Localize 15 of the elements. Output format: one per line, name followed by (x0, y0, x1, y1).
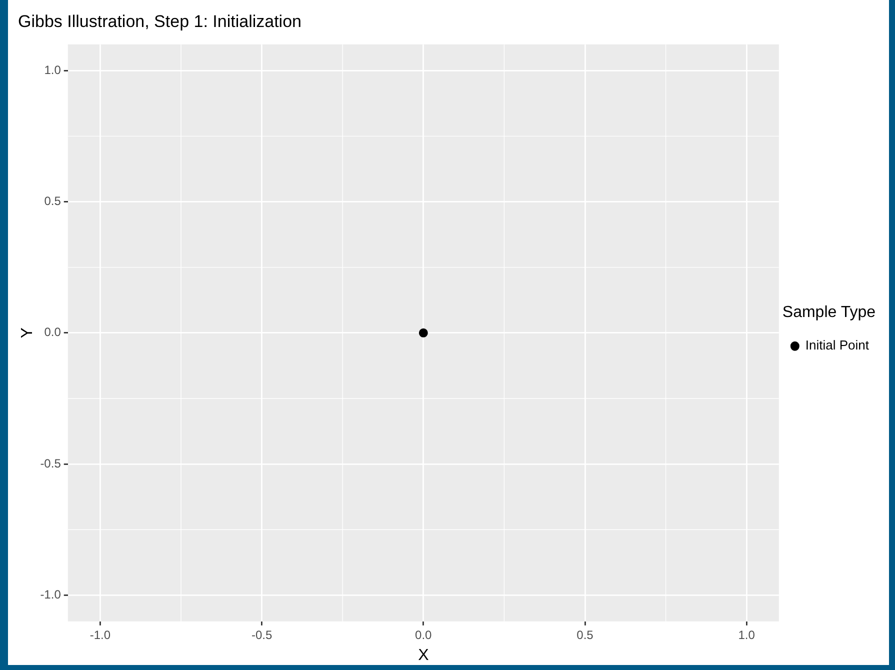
y-tick-label: -0.5 (40, 456, 62, 470)
y-tick-label: -1.0 (40, 587, 62, 602)
x-tick-label: 0.0 (415, 628, 432, 642)
y-tick-label: 0.0 (44, 325, 62, 340)
y-tick-label: 0.5 (44, 194, 62, 208)
x-tick-label: -1.0 (90, 628, 111, 642)
x-tick-label: -0.5 (251, 628, 272, 642)
legend-label: Initial Point (805, 338, 870, 353)
legend-title: Sample Type (782, 304, 876, 321)
x-tick-label: 1.0 (738, 628, 756, 642)
y-axis-title: Y (19, 327, 36, 338)
x-tick-label: 0.5 (576, 628, 594, 642)
chart-title: Gibbs Illustration, Step 1: Initialization (18, 12, 302, 31)
x-axis-title: X (418, 646, 430, 664)
y-tick-label: 1.0 (44, 62, 62, 77)
